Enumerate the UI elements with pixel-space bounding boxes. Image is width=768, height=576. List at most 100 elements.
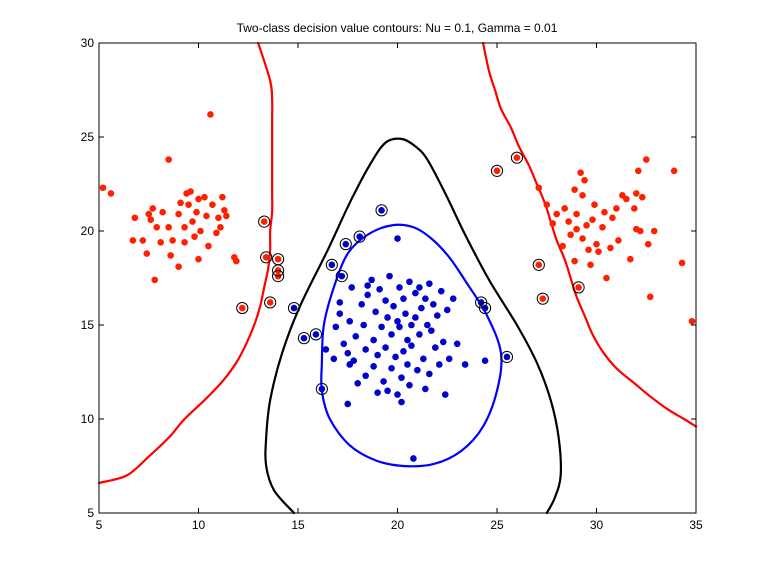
point-blue: [396, 284, 403, 291]
point-red: [145, 210, 153, 218]
point-red: [553, 210, 560, 218]
point-red: [157, 238, 164, 246]
point-red: [627, 255, 634, 263]
point-blue: [394, 391, 401, 398]
point-blue: [364, 282, 371, 289]
point-red: [575, 284, 582, 291]
point-red: [636, 227, 644, 235]
point-blue: [428, 327, 435, 334]
point-red: [219, 193, 226, 201]
y-tick-label: 15: [81, 318, 95, 332]
point-red: [159, 208, 166, 216]
x-tick-label: 10: [192, 518, 206, 532]
point-blue: [382, 344, 389, 351]
point-red: [535, 261, 543, 269]
support-vector-ring-red: [260, 251, 273, 264]
point-red: [543, 201, 551, 208]
point-blue: [390, 302, 397, 310]
point-blue: [398, 398, 405, 406]
point-blue: [406, 278, 413, 286]
point-blue: [400, 348, 407, 355]
point-red: [573, 225, 580, 233]
point-red: [149, 205, 157, 212]
point-blue: [394, 235, 401, 242]
point-red: [129, 237, 137, 244]
point-red: [175, 263, 182, 271]
x-tick-label: 20: [391, 518, 405, 532]
point-red: [607, 244, 614, 252]
point-blue: [352, 332, 360, 340]
support-vector-ring-red: [272, 270, 285, 283]
point-red: [213, 229, 220, 237]
point-blue: [481, 304, 489, 312]
support-vector-ring-blue: [353, 230, 366, 243]
point-blue: [322, 346, 330, 353]
support-vector-ring-red: [490, 164, 504, 177]
point-blue: [408, 321, 415, 329]
point-red: [233, 257, 240, 265]
x-tick-label: 30: [590, 518, 604, 532]
point-red: [587, 261, 594, 269]
point-red: [238, 304, 246, 312]
point-red: [215, 214, 222, 222]
point-blue: [416, 331, 423, 338]
contour-red-1: [481, 41, 698, 428]
point-blue: [362, 346, 369, 353]
point-blue: [392, 353, 399, 361]
point-red: [579, 191, 586, 199]
point-red: [139, 237, 147, 244]
point-red: [623, 195, 630, 203]
support-vector-ring-red: [264, 296, 277, 309]
point-blue: [318, 385, 326, 393]
point-red: [181, 238, 188, 246]
x-tick-label: 25: [490, 518, 504, 532]
point-blue: [477, 299, 485, 306]
point-blue: [380, 378, 387, 385]
point-red: [593, 240, 600, 248]
point-blue: [340, 340, 348, 348]
point-red: [195, 195, 202, 203]
point-blue: [388, 331, 395, 338]
point-red: [177, 199, 184, 207]
point-blue: [376, 285, 383, 293]
point-blue: [378, 323, 385, 331]
point-red: [195, 255, 202, 263]
point-blue: [439, 338, 447, 346]
point-blue: [300, 334, 308, 342]
point-blue: [404, 336, 411, 344]
point-red: [535, 184, 543, 192]
point-blue: [360, 321, 367, 329]
point-blue: [344, 349, 352, 357]
point-red: [642, 156, 650, 163]
point-red: [670, 167, 678, 175]
support-vector-ring-blue: [287, 301, 301, 315]
point-blue: [424, 321, 431, 329]
point-red: [571, 186, 578, 193]
point-blue: [370, 363, 377, 370]
point-blue: [354, 379, 362, 387]
point-red: [205, 242, 212, 250]
point-blue: [348, 284, 356, 291]
point-red: [567, 231, 574, 239]
point-blue: [430, 301, 437, 308]
point-blue: [481, 357, 489, 365]
support-vector-ring-red: [272, 264, 285, 277]
point-blue: [426, 280, 433, 287]
point-blue: [384, 387, 391, 395]
support-vector-ring-blue: [375, 204, 388, 217]
point-red: [638, 193, 646, 201]
point-blue: [388, 364, 395, 372]
point-red: [646, 293, 654, 301]
point-blue: [372, 308, 379, 316]
support-vector-ring-blue: [339, 238, 352, 251]
point-blue: [437, 287, 445, 295]
support-vector-ring-blue: [309, 328, 323, 341]
point-blue: [422, 385, 429, 393]
point-red: [579, 235, 586, 242]
point-red: [189, 218, 196, 225]
x-tick-label: 15: [291, 518, 305, 532]
support-vector-ring-red: [572, 281, 585, 294]
point-blue: [449, 295, 457, 302]
point-blue: [406, 381, 413, 389]
point-blue: [414, 366, 421, 374]
